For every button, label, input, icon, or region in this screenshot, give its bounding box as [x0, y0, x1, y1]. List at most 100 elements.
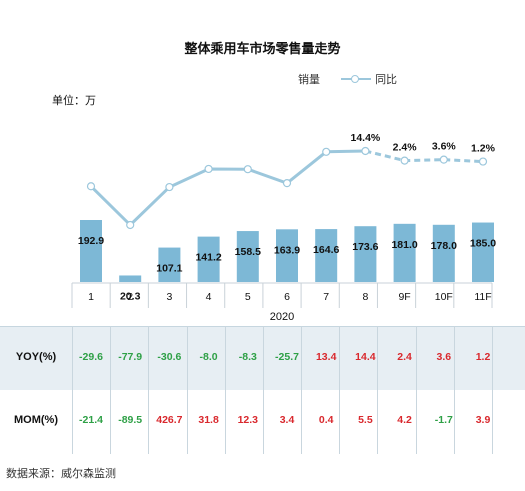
bar-value-label: 178.0 [431, 240, 457, 252]
yoy-cell: 3.6 [436, 351, 452, 363]
legend: 销量 同比 [274, 71, 397, 87]
bar-8 [354, 226, 377, 282]
bar-11F [472, 222, 494, 282]
bar-value-label: 141.2 [195, 252, 221, 264]
yoy-point-5 [243, 165, 252, 174]
table-divider [415, 326, 417, 454]
bar-2 [119, 275, 142, 282]
yoy-cell: -77.9 [118, 351, 143, 363]
table-divider [110, 326, 112, 454]
table-divider [72, 326, 73, 454]
mom-cell: -21.4 [79, 414, 103, 426]
table-divider [301, 326, 303, 454]
mom-row: MOM(%) -21.4 -89.5 426.7 31.8 12.3 3.4 0.4 5.5 4… [0, 390, 525, 454]
yoy-point-label: 1.2% [471, 143, 496, 155]
x-tick-label: 6 [284, 291, 290, 303]
mom-cell: -1.7 [434, 414, 453, 426]
bar-10F [432, 224, 455, 282]
bars-group [80, 220, 494, 282]
bar-value-label: 107.1 [156, 263, 182, 275]
yoy-line-solid [89, 149, 366, 228]
bar-9F [393, 223, 416, 282]
chart-title: 整体乘用车市场零售量走势 [184, 41, 341, 56]
yoy-cell: -29.6 [79, 351, 103, 363]
table-divider [224, 326, 226, 454]
x-tick-label: 10F [435, 291, 453, 303]
table-divider [262, 326, 264, 454]
yoy-point-2 [126, 220, 135, 230]
data-source: 数据来源：威尔森监测 [6, 468, 116, 480]
x-tick-label: 4 [206, 291, 212, 303]
legend-sales-label: 销量 [298, 74, 320, 86]
table-divider [492, 326, 493, 454]
table-divider [339, 326, 341, 454]
mom-cell: -89.5 [118, 414, 143, 426]
mom-cell: 12.3 [237, 414, 259, 426]
table-divider [377, 326, 379, 454]
bar-1 [80, 220, 102, 282]
yoy-line-group [86, 146, 488, 230]
x-tick-label: 8 [362, 291, 368, 303]
yoy-cell: 2.4 [397, 351, 412, 363]
mom-cell: 0.4 [318, 414, 334, 426]
table-divider [186, 326, 188, 454]
bar-value-label: 192.9 [78, 235, 104, 247]
mom-cell: 426.7 [156, 414, 183, 426]
bar-value-label: 20.3 [120, 290, 141, 302]
x-tick-label: 7 [323, 291, 329, 303]
yoy-point-label: 3.6% [432, 141, 457, 153]
mom-row-label: MOM(%) [14, 414, 58, 426]
table-divider [148, 326, 150, 454]
x-tick-label: 2 [127, 291, 133, 303]
mom-cell: 3.4 [279, 414, 295, 426]
yoy-point-label: 14.4% [351, 132, 381, 144]
legend-line-swatch [341, 75, 372, 83]
mom-cell: 4.2 [397, 414, 412, 426]
yoy-row-label: YOY(%) [15, 351, 57, 363]
yoy-point-9F [400, 156, 409, 165]
mom-cell: 5.5 [358, 414, 373, 426]
bar-value-label: 181.0 [391, 239, 417, 251]
bar-6 [276, 229, 298, 282]
yoy-point-3 [165, 182, 174, 192]
x-axis-year-label: 2020 [270, 311, 294, 323]
mom-cell: 3.9 [475, 414, 491, 426]
data-table: YOY(%) -29.6 -77.9 -30.6 -8.0 -8.3 -25.7 13.4 1… [0, 326, 525, 456]
yoy-point-6 [282, 179, 292, 188]
mom-cell: 31.8 [198, 414, 219, 426]
yoy-cell: 13.4 [315, 351, 337, 363]
x-tick-label: 5 [245, 291, 251, 303]
bar-value-label: 164.6 [313, 244, 339, 256]
yoy-cell: -8.0 [199, 351, 218, 363]
yoy-cell: -8.3 [238, 351, 257, 363]
yoy-line-forecast [365, 149, 484, 164]
yoy-point-8 [361, 146, 370, 156]
yoy-point-11F [478, 157, 488, 166]
bar-value-label: 173.6 [352, 241, 378, 253]
chart-canvas: 192.9 20.3 107.1 141.2 158.5 163.9 164.6 173.6 1… [71, 132, 496, 323]
x-tick-label: 11F [474, 291, 491, 303]
bar-5 [236, 231, 259, 282]
x-axis-group: 1 2 3 4 5 6 7 8 9F 10F 11F [71, 282, 493, 308]
yoy-cell: 1.2 [475, 351, 491, 363]
bar-3 [158, 247, 181, 282]
yoy-cell: -30.6 [157, 351, 182, 363]
yoy-labels-group: 14.4% 2.4% 3.6% 1.2% [351, 132, 496, 155]
yoy-point-label: 2.4% [393, 142, 418, 154]
bar-value-label: 185.0 [470, 238, 496, 250]
yoy-point-4 [204, 164, 213, 174]
unit-label: 单位：万 [52, 95, 96, 107]
bar-value-label: 158.5 [235, 246, 261, 258]
bar-7 [315, 229, 338, 282]
bar-4 [197, 236, 220, 282]
table-divider [453, 326, 455, 454]
yoy-cell: 14.4 [355, 351, 376, 363]
yoy-point-7 [322, 147, 331, 156]
x-tick-label: 3 [166, 291, 172, 303]
yoy-cell: -25.7 [275, 351, 299, 363]
bar-labels-group: 192.9 20.3 107.1 141.2 158.5 163.9 164.6 173.6 1… [78, 235, 496, 302]
yoy-row: YOY(%) -29.6 -77.9 -30.6 -8.0 -8.3 -25.7 13.4 1… [0, 326, 525, 391]
yoy-point-1 [86, 182, 96, 191]
yoy-point-10F [439, 155, 448, 164]
legend-yoy-label: 同比 [375, 74, 398, 86]
